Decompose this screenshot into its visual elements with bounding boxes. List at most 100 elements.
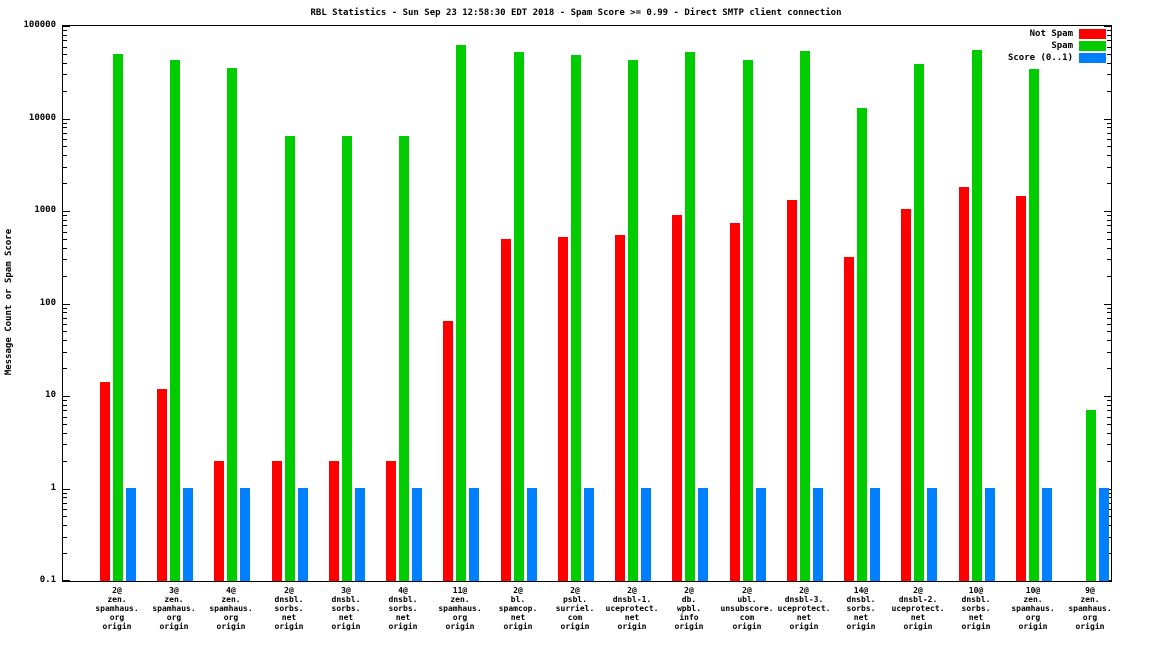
y-minor-tick-mark bbox=[1107, 259, 1111, 261]
x-category-label-line: com bbox=[739, 613, 755, 622]
x-category-label-line: origin bbox=[503, 622, 533, 631]
x-category-label-line: origin bbox=[560, 622, 590, 631]
bar-not-spam bbox=[787, 200, 797, 581]
y-minor-tick-mark bbox=[63, 166, 67, 168]
x-category-label: 2@ psbl. surriel. com origin bbox=[535, 586, 615, 631]
y-minor-tick-mark bbox=[1107, 139, 1111, 141]
y-minor-tick-mark bbox=[1107, 146, 1111, 148]
y-minor-tick-mark bbox=[1107, 324, 1111, 326]
bar-score-0-1- bbox=[870, 488, 880, 581]
x-category-label-line: sorbs. bbox=[331, 604, 361, 613]
y-minor-tick-mark bbox=[1107, 275, 1111, 277]
y-minor-tick-mark bbox=[63, 259, 67, 261]
x-category-label-line: origin bbox=[1075, 622, 1105, 631]
x-category-label-line: net bbox=[624, 613, 640, 622]
bar-score-0-1- bbox=[298, 488, 308, 581]
x-category-label-line: info bbox=[679, 613, 699, 622]
y-minor-tick-mark bbox=[1107, 183, 1111, 185]
bar-score-0-1- bbox=[698, 488, 708, 581]
bar-not-spam bbox=[386, 461, 396, 581]
x-category-label-line: 2@ bbox=[742, 586, 752, 595]
bar-not-spam bbox=[329, 461, 339, 581]
bar-score-0-1- bbox=[527, 488, 537, 581]
x-category-label: 2@ zen. spamhaus. org origin bbox=[77, 586, 157, 631]
x-category-label-line: uceprotect. bbox=[605, 604, 659, 613]
bar-not-spam bbox=[100, 382, 110, 581]
x-category-label-line: origin bbox=[674, 622, 704, 631]
y-minor-tick-mark bbox=[1107, 368, 1111, 370]
bar-spam bbox=[514, 52, 524, 581]
x-category-label-line: net bbox=[796, 613, 812, 622]
y-minor-tick-mark bbox=[63, 275, 67, 277]
y-minor-tick-mark bbox=[1107, 351, 1111, 353]
bar-spam bbox=[857, 108, 867, 581]
legend-item-label: Not Spam bbox=[1029, 28, 1073, 39]
bar-not-spam bbox=[443, 321, 453, 581]
y-minor-tick-mark bbox=[63, 62, 67, 64]
bar-not-spam bbox=[272, 461, 282, 581]
bar-spam bbox=[456, 45, 466, 581]
y-tick-mark bbox=[63, 303, 70, 305]
bar-score-0-1- bbox=[183, 488, 193, 581]
y-minor-tick-mark bbox=[1107, 30, 1111, 32]
y-minor-tick-mark bbox=[1107, 132, 1111, 134]
bar-spam bbox=[113, 54, 123, 581]
y-minor-tick-mark bbox=[1107, 34, 1111, 36]
x-category-label-line: 2@ bbox=[112, 586, 122, 595]
y-minor-tick-mark bbox=[63, 146, 67, 148]
x-category-label-line: origin bbox=[846, 622, 876, 631]
legend-color-swatch bbox=[1079, 53, 1106, 63]
bar-spam bbox=[800, 51, 810, 581]
y-minor-tick-mark bbox=[63, 553, 67, 555]
y-tick-mark bbox=[1104, 303, 1111, 305]
x-category-label-line: origin bbox=[274, 622, 304, 631]
y-minor-tick-mark bbox=[1107, 460, 1111, 462]
x-category-label: 2@ bl. spamcop. net origin bbox=[478, 586, 558, 631]
legend-item: Not Spam bbox=[1030, 29, 1106, 39]
x-category-label-line: net bbox=[338, 613, 354, 622]
y-minor-tick-mark bbox=[1107, 127, 1111, 129]
y-minor-tick-mark bbox=[63, 368, 67, 370]
x-category-label-line: org bbox=[1025, 613, 1041, 622]
y-tick-mark bbox=[1104, 396, 1111, 397]
y-minor-tick-mark bbox=[63, 340, 67, 342]
x-category-label: 2@ dnsbl-2. uceprotect. net origin bbox=[878, 586, 958, 631]
y-minor-tick-mark bbox=[1107, 238, 1111, 240]
y-minor-tick-mark bbox=[1107, 400, 1111, 402]
x-category-label-line: dnsbl-1. bbox=[612, 595, 652, 604]
x-category-label-line: org bbox=[109, 613, 125, 622]
y-minor-tick-mark bbox=[63, 225, 67, 227]
x-category-label-line: zen. bbox=[107, 595, 127, 604]
y-minor-tick-mark bbox=[1107, 536, 1111, 538]
bar-spam bbox=[399, 136, 409, 581]
y-tick-label: 10 bbox=[45, 390, 56, 400]
x-category-label-line: origin bbox=[159, 622, 189, 631]
y-tick-mark bbox=[63, 211, 70, 212]
y-minor-tick-mark bbox=[63, 525, 67, 527]
bar-score-0-1- bbox=[240, 488, 250, 581]
y-tick-mark bbox=[63, 118, 70, 120]
y-tick-mark bbox=[63, 26, 70, 27]
y-minor-tick-mark bbox=[63, 502, 67, 504]
x-category-label-line: com bbox=[567, 613, 583, 622]
y-minor-tick-mark bbox=[63, 492, 67, 494]
x-category-label-line: dnsbl. bbox=[331, 595, 361, 604]
y-minor-tick-mark bbox=[1107, 74, 1111, 76]
x-category-label-line: 11@ bbox=[452, 586, 468, 595]
plot-area bbox=[62, 25, 1112, 582]
bar-score-0-1- bbox=[355, 488, 365, 581]
x-category-label-line: net bbox=[910, 613, 926, 622]
x-category-label-line: zen. bbox=[1080, 595, 1100, 604]
bar-not-spam bbox=[558, 237, 568, 581]
y-minor-tick-mark bbox=[1107, 317, 1111, 319]
x-category-label: 10@ zen. spamhaus. org origin bbox=[993, 586, 1073, 631]
bar-not-spam bbox=[844, 257, 854, 581]
y-minor-tick-mark bbox=[1107, 432, 1111, 434]
x-category-label: 2@ dnsbl-1. uceprotect. net origin bbox=[592, 586, 672, 631]
bar-spam bbox=[571, 55, 581, 581]
bar-spam bbox=[628, 60, 638, 581]
y-minor-tick-mark bbox=[63, 155, 67, 157]
y-minor-tick-mark bbox=[1107, 122, 1111, 124]
x-category-label-line: psbl. bbox=[562, 595, 588, 604]
y-minor-tick-mark bbox=[63, 400, 67, 402]
